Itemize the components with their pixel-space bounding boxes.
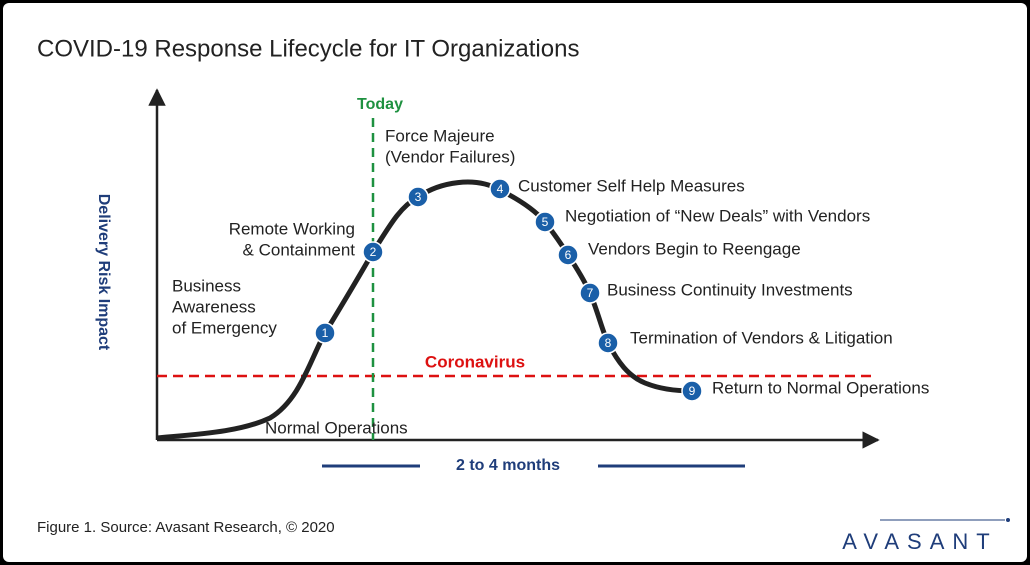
logo-dot: [1006, 518, 1010, 522]
stage-number: 6: [565, 248, 572, 262]
caption: Figure 1. Source: Avasant Research, © 20…: [37, 519, 335, 536]
y-axis-label: Delivery Risk Impact: [95, 194, 112, 351]
stage-marker: [681, 380, 703, 402]
stage-marker: [597, 332, 619, 354]
stage-label: Customer Self Help Measures: [518, 176, 745, 195]
stages: 1 Business Awareness of Emergency 2 Remote Wo…: [172, 126, 929, 402]
stage-label: of Emergency: [172, 318, 277, 337]
stage-number: 9: [689, 384, 696, 398]
stage-label: Negotiation of “New Deals” with Vendors: [565, 206, 870, 225]
threshold-label: Coronavirus: [425, 352, 525, 371]
stage-marker: [489, 178, 511, 200]
stage-number: 7: [587, 286, 594, 300]
stage-label: Awareness: [172, 297, 256, 316]
stage-label: & Containment: [243, 240, 356, 259]
stage-marker: [579, 282, 601, 304]
stage-number: 2: [370, 245, 377, 259]
stage-number: 3: [415, 190, 422, 204]
title: COVID-19 Response Lifecycle for IT Organ…: [37, 35, 579, 62]
stage-number: 4: [497, 182, 504, 196]
stage-marker: [362, 241, 384, 263]
stage-label: Business Continuity Investments: [607, 280, 853, 299]
stage-label: Remote Working: [229, 219, 355, 238]
logo: AVASANT: [842, 529, 997, 554]
baseline-label: Normal Operations: [265, 418, 408, 437]
stage-label: Return to Normal Operations: [712, 378, 929, 397]
today-label: Today: [357, 96, 403, 113]
stage-label: Termination of Vendors & Litigation: [630, 328, 893, 347]
duration-label: 2 to 4 months: [456, 457, 560, 474]
stage-label: Vendors Begin to Reengage: [588, 239, 801, 258]
stage-number: 5: [542, 215, 549, 229]
stage-number: 1: [322, 326, 329, 340]
stage-number: 8: [605, 336, 612, 350]
stage-marker: [534, 211, 556, 233]
stage-marker: [407, 186, 429, 208]
stage-label: (Vendor Failures): [385, 147, 515, 166]
stage-marker: [314, 322, 336, 344]
stage-marker: [557, 244, 579, 266]
stage-label: Force Majeure: [385, 126, 495, 145]
stage-label: Business: [172, 276, 241, 295]
